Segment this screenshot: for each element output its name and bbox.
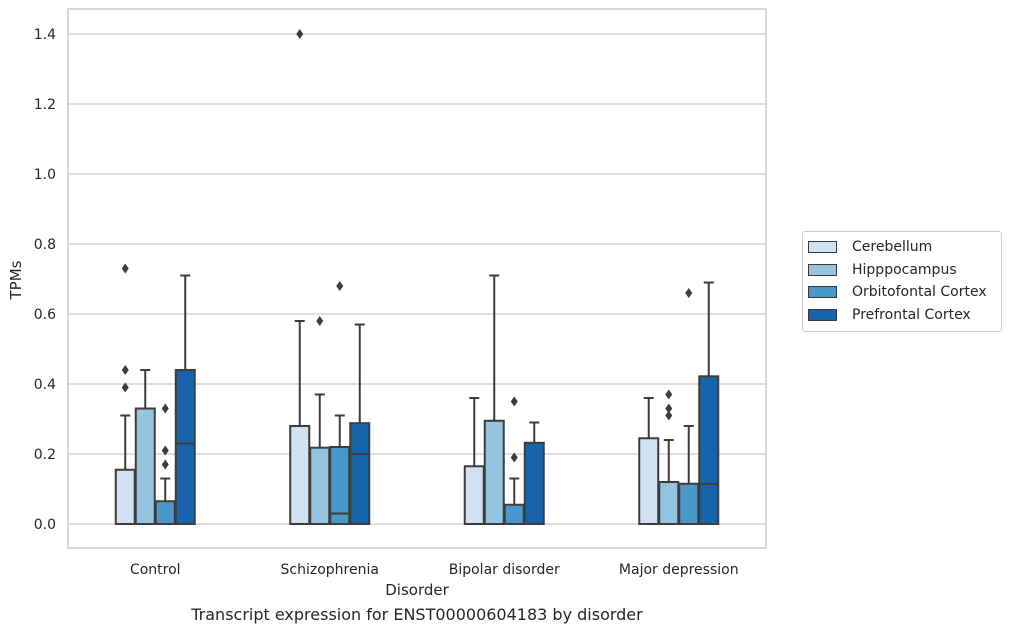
y-tick-label: 1.4 <box>34 27 56 43</box>
outlier-point <box>511 397 518 407</box>
box <box>310 448 329 524</box>
y-axis-label: TPMs <box>7 260 25 300</box>
box <box>699 376 718 524</box>
x-axis-label: Disorder <box>385 581 449 599</box>
boxplot <box>465 398 484 524</box>
y-tick-label: 1.0 <box>34 167 56 183</box>
legend-label: Orbitofontal Cortex <box>852 284 987 300</box>
y-tick-label: 0.6 <box>34 307 56 323</box>
outlier-point <box>665 411 672 421</box>
box <box>176 370 195 524</box>
box <box>350 423 369 524</box>
box <box>639 438 658 524</box>
box <box>485 421 504 524</box>
outlier-point <box>122 365 129 375</box>
x-tick-label: Bipolar disorder <box>449 562 560 578</box>
y-tick-label: 0.0 <box>34 517 56 533</box>
box <box>330 447 349 524</box>
box <box>505 505 524 524</box>
boxplot <box>699 283 718 525</box>
legend-label: Hipppocampus <box>852 262 957 278</box>
outlier-point <box>685 288 692 298</box>
outlier-point <box>162 404 169 414</box>
boxplot <box>290 29 309 524</box>
y-tick-label: 0.8 <box>34 237 56 253</box>
boxplot <box>485 276 504 525</box>
boxplot <box>659 390 678 525</box>
legend-item: Cerebellum <box>803 236 1001 259</box>
boxplot <box>679 288 698 524</box>
boxplot <box>156 404 175 525</box>
legend-swatch <box>808 309 837 321</box>
boxplot <box>639 398 658 524</box>
box <box>465 466 484 524</box>
y-tick-label: 0.2 <box>34 447 56 463</box>
legend-swatch <box>808 286 837 298</box>
x-tick-labels: Control Schizophrenia Bipolar disorder Majo… <box>130 562 739 578</box>
outlier-point <box>122 264 129 274</box>
legend-swatch <box>808 264 837 276</box>
boxplot <box>505 397 524 525</box>
outlier-point <box>296 29 303 39</box>
legend-swatch <box>808 241 837 253</box>
boxplot <box>350 325 369 525</box>
x-tick-label: Control <box>130 562 181 578</box>
x-tick-label: Major depression <box>619 562 739 578</box>
outlier-point <box>162 460 169 470</box>
legend-item: Hipppocampus <box>803 259 1001 282</box>
outlier-point <box>316 316 323 326</box>
boxplots <box>116 29 719 524</box>
boxplot <box>525 423 544 525</box>
box <box>156 501 175 524</box>
x-tick-label: Schizophrenia <box>281 562 379 578</box>
chart-caption: Transcript expression for ENST0000060418… <box>0 605 834 624</box>
box <box>679 484 698 524</box>
plot-frame <box>68 9 766 548</box>
legend-item: Prefrontal Cortex <box>803 304 1001 327</box>
outlier-point <box>665 390 672 400</box>
boxplot <box>330 281 349 524</box>
box <box>525 443 544 524</box>
legend-label: Cerebellum <box>852 239 932 255</box>
legend-label: Prefrontal Cortex <box>852 307 971 323</box>
outlier-point <box>336 281 343 291</box>
box <box>116 470 135 524</box>
y-tick-label: 1.2 <box>34 97 56 113</box>
gridlines <box>68 34 766 524</box>
boxplot <box>116 264 135 525</box>
box <box>659 482 678 524</box>
box <box>136 409 155 525</box>
boxplot <box>310 316 329 524</box>
y-tick-labels: 0.0 0.2 0.4 0.6 0.8 1.0 1.2 1.4 <box>34 27 56 533</box>
boxplot <box>136 370 155 524</box>
legend: Cerebellum Hipppocampus Orbitofontal Corte… <box>802 231 1002 332</box>
box <box>290 426 309 524</box>
boxplot <box>176 276 195 525</box>
y-tick-label: 0.4 <box>34 377 56 393</box>
legend-item: Orbitofontal Cortex <box>803 281 1001 304</box>
